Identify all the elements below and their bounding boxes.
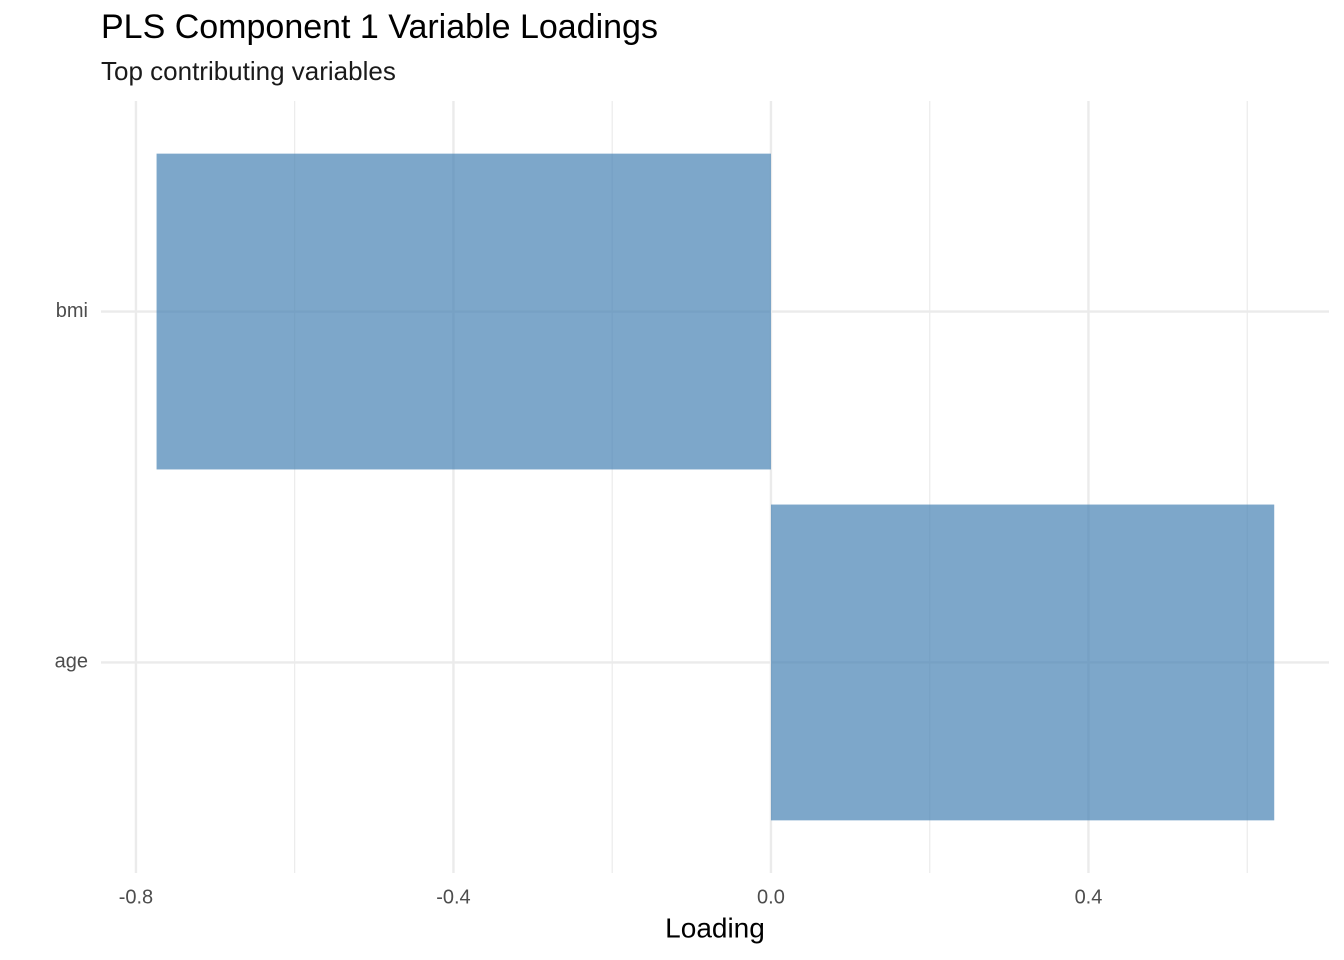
chart-subtitle: Top contributing variables bbox=[101, 56, 396, 86]
chart-title: PLS Component 1 Variable Loadings bbox=[101, 8, 658, 46]
bar bbox=[156, 153, 771, 470]
x-tick-label: 0.0 bbox=[757, 886, 785, 908]
y-tick-label: bmi bbox=[56, 300, 88, 322]
x-axis-label: Loading bbox=[665, 912, 765, 943]
x-tick-label: -0.8 bbox=[119, 886, 153, 908]
x-tick-label: -0.4 bbox=[436, 886, 470, 908]
x-tick-label: 0.4 bbox=[1075, 886, 1103, 908]
y-tick-label: age bbox=[55, 651, 88, 673]
bar bbox=[770, 504, 1275, 821]
